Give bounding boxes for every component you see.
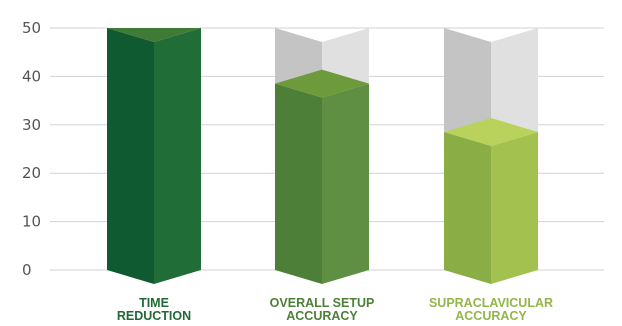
bar-3: [444, 28, 538, 284]
y-tick-label-10: 10: [22, 213, 41, 231]
y-tick-label-40: 40: [22, 67, 41, 85]
y-tick-label-50: 50: [22, 19, 41, 37]
x-category-label-2: OVERALL SETUP ACCURACY: [270, 296, 375, 323]
bars: [107, 13, 538, 284]
bar-value-cap: [444, 118, 538, 147]
bar-remainder-right-face: [491, 28, 538, 147]
bar-1: [107, 13, 201, 284]
y-tick-label-0: 0: [22, 261, 32, 279]
bar-fill-right-face: [491, 132, 538, 284]
bar-remainder-left-face: [444, 28, 491, 147]
bar-fill-left-face: [275, 83, 322, 284]
bar-cap-mask: [107, 13, 201, 28]
x-category-label-line: TIME: [139, 296, 169, 310]
x-category-label-line: OVERALL SETUP: [270, 296, 375, 310]
y-axis-ticks: 0 10 20 30 40 50: [22, 19, 41, 279]
y-tick-label-20: 20: [22, 164, 41, 182]
bar-value-cap: [275, 69, 369, 98]
x-category-label-line: SUPRACLAVICULAR: [429, 296, 553, 310]
bar-fill-left-face: [107, 28, 154, 284]
bar-fill-left-face: [444, 132, 491, 284]
bar-fill-right-face: [154, 28, 201, 284]
x-category-label-line: ACCURACY: [455, 309, 527, 323]
y-tick-label-30: 30: [22, 116, 41, 134]
x-category-label-3: SUPRACLAVICULAR ACCURACY: [429, 296, 553, 323]
x-category-label-line: ACCURACY: [286, 309, 358, 323]
bar-fill-right-face: [322, 83, 369, 284]
x-category-label-1: TIME REDUCTION: [117, 296, 191, 323]
x-category-label-line: REDUCTION: [117, 309, 191, 323]
bar-2: [275, 28, 369, 284]
